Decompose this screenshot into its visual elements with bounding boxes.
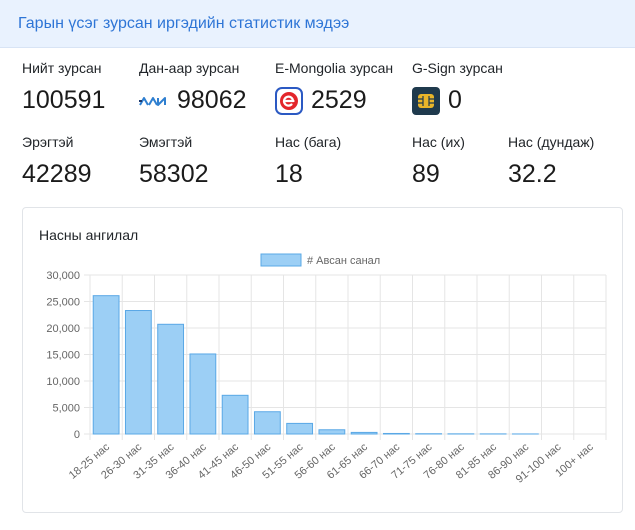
stat-label: Эмэгтэй <box>139 134 193 150</box>
stat-label: Нас (дундаж) <box>508 134 595 150</box>
stat-emongolia-signed: E-Mongolia зурсан 2529 <box>275 60 393 115</box>
y-tick-label: 30,000 <box>46 270 80 282</box>
stat-male: Эрэгтэй 42289 <box>22 134 92 189</box>
stat-total-signed: Нийт зурсан 100591 <box>22 60 105 115</box>
bar <box>253 411 281 435</box>
stat-value: 89 <box>412 160 440 188</box>
stat-label: G-Sign зурсан <box>412 60 503 76</box>
page-header: Гарын үсэг зурсан иргэдийн статистик мэд… <box>0 0 635 48</box>
stat-value: 42289 <box>22 160 92 188</box>
dan-logo-icon <box>139 95 169 107</box>
stat-label: Эрэгтэй <box>22 134 74 150</box>
legend-swatch <box>260 253 302 267</box>
bar <box>92 295 120 435</box>
e-mongolia-icon <box>275 86 303 115</box>
bar <box>124 310 152 435</box>
stat-age-min: Нас (бага) 18 <box>275 134 341 189</box>
legend-label: # Авсан санал <box>307 255 380 267</box>
g-sign-chip-icon <box>412 86 440 115</box>
chart-title: Насны ангилал <box>39 227 139 243</box>
stat-value: 2529 <box>275 86 393 115</box>
stat-label: Нас (их) <box>412 134 465 150</box>
stat-dan-signed: Дан-аар зурсан 98062 <box>139 60 247 115</box>
y-tick-label: 5,000 <box>52 403 80 415</box>
bar <box>382 432 410 435</box>
stat-gsign-signed: G-Sign зурсан 0 <box>412 60 503 115</box>
bar <box>350 431 378 435</box>
stat-age-max: Нас (их) 89 <box>412 134 465 189</box>
y-tick-label: 15,000 <box>46 350 80 362</box>
y-tick-label: 0 <box>74 429 80 441</box>
bar <box>157 323 185 435</box>
age-bar-chart: 05,00010,00015,00020,00025,00030,00018-2… <box>46 253 607 486</box>
stat-label: Нас (бага) <box>275 134 342 150</box>
stat-age-avg: Нас (дундаж) 32.2 <box>508 134 594 189</box>
age-chart-card: Насны ангилал 0 5,000 10,000 15,000 20,000 25… <box>22 207 623 513</box>
y-tick-label: 10,000 <box>46 376 80 388</box>
bar <box>286 422 314 435</box>
bar <box>221 394 249 435</box>
bar <box>318 429 346 435</box>
stat-value: 100591 <box>22 86 106 114</box>
stat-value: 32.2 <box>508 160 557 188</box>
stat-label: E-Mongolia зурсан <box>275 60 394 76</box>
bar <box>189 353 217 435</box>
stat-value: 98062 <box>139 86 247 115</box>
stat-value: 58302 <box>139 160 209 188</box>
stat-label: Дан-аар зурсан <box>139 60 240 76</box>
page-title: Гарын үсэг зурсан иргэдийн статистик мэд… <box>18 14 350 32</box>
stat-label: Нийт зурсан <box>22 60 102 76</box>
y-tick-label: 25,000 <box>46 297 80 309</box>
stat-female: Эмэгтэй 58302 <box>139 134 209 189</box>
y-tick-label: 20,000 <box>46 323 80 335</box>
stat-value: 0 <box>412 86 503 115</box>
stat-value: 18 <box>275 160 303 188</box>
